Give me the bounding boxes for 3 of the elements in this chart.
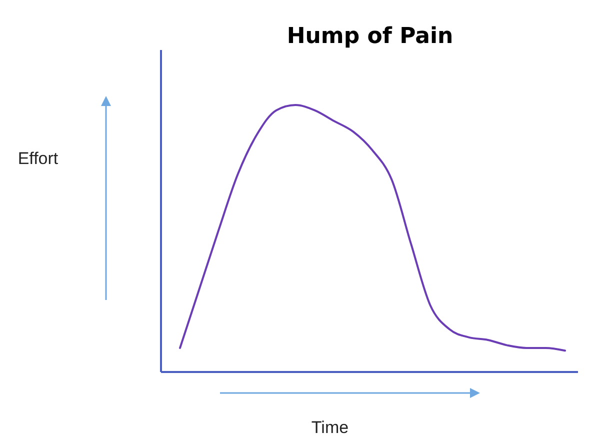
text: Effort [18,149,58,168]
x-axis-title: Time [311,418,349,437]
chart-title: Hump of Pain [286,24,454,49]
